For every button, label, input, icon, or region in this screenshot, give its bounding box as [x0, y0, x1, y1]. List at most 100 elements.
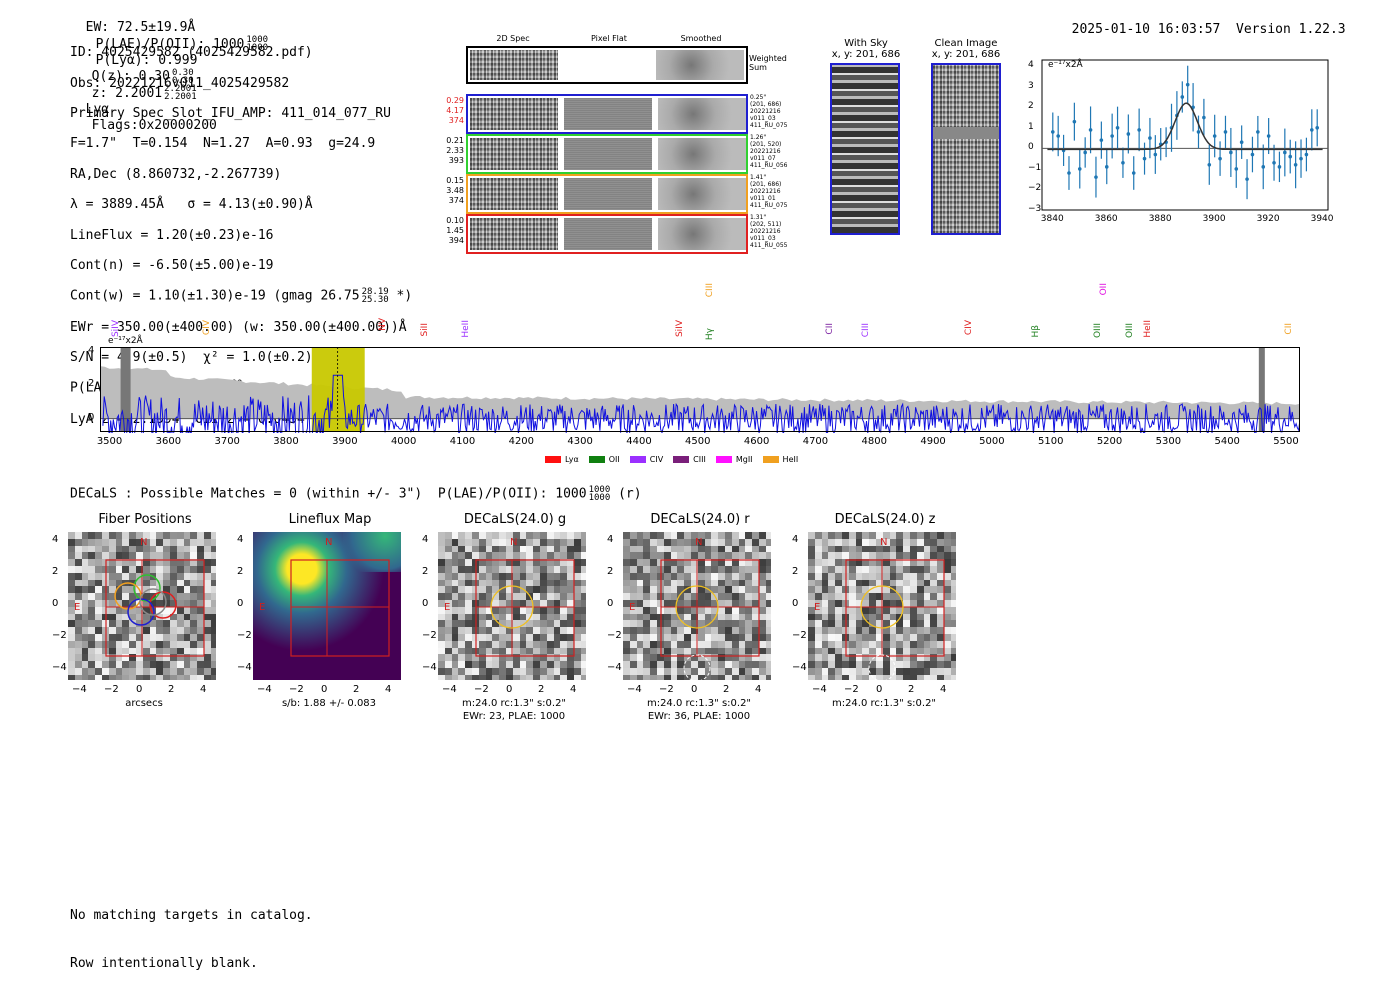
pixel	[930, 606, 938, 614]
zoom-data-point	[1077, 167, 1082, 171]
pixel	[122, 620, 130, 628]
pixel	[848, 606, 856, 614]
pixel	[862, 552, 870, 560]
pixel	[170, 545, 177, 553]
pixel	[102, 654, 109, 662]
pixel	[725, 661, 732, 669]
compass-n: N	[880, 537, 887, 548]
pixel	[438, 613, 445, 621]
pixel	[465, 593, 473, 601]
pixel	[725, 572, 732, 580]
pixel	[519, 559, 527, 567]
panel-ytick: −2	[792, 630, 807, 641]
pixel	[444, 586, 452, 594]
pixel	[533, 674, 541, 680]
pixel	[937, 640, 945, 648]
pixel	[896, 640, 904, 648]
full-xtick: 4600	[743, 436, 770, 447]
pixel	[697, 661, 705, 669]
pixel	[546, 586, 554, 594]
pixel	[438, 593, 445, 601]
pixel	[478, 538, 486, 546]
pixel	[882, 674, 890, 680]
pixel	[190, 613, 198, 621]
pixel	[190, 606, 198, 614]
pixel	[643, 579, 651, 587]
cutout-info-line: 20221216	[750, 148, 781, 155]
pixel	[95, 674, 103, 680]
pixel	[862, 661, 870, 669]
pixel	[718, 545, 726, 553]
pixel	[122, 559, 130, 567]
pixel	[636, 654, 644, 662]
pixel	[438, 559, 445, 567]
pixel	[876, 640, 883, 648]
pixel	[526, 545, 534, 553]
pixel	[821, 613, 829, 621]
pixel	[163, 559, 171, 567]
pixel	[163, 627, 171, 635]
pixel	[142, 586, 150, 594]
pixel	[95, 613, 103, 621]
pixel	[567, 545, 575, 553]
pixel	[923, 545, 931, 553]
pixel	[533, 566, 541, 573]
zoom-ytick: 1	[1028, 121, 1034, 132]
pixel	[842, 538, 849, 546]
pixel	[142, 545, 150, 553]
pixel	[650, 634, 658, 641]
pixel	[81, 545, 89, 553]
masked-region	[120, 347, 131, 432]
pixel	[828, 647, 836, 655]
pixel	[711, 654, 719, 662]
pixel	[149, 579, 157, 587]
pixel	[862, 647, 870, 655]
pixel	[711, 538, 719, 546]
pixel	[725, 593, 732, 601]
pixel	[499, 647, 507, 655]
pixel	[814, 674, 822, 680]
pixel	[677, 552, 685, 560]
pixel	[183, 593, 191, 601]
pixel	[663, 579, 671, 587]
pixel	[183, 586, 191, 594]
pixel	[478, 579, 486, 587]
pixel	[670, 613, 678, 621]
pixel	[691, 668, 698, 675]
pixel	[204, 606, 211, 614]
pixel	[492, 593, 500, 601]
pixel	[142, 613, 150, 621]
pixel	[697, 532, 705, 539]
pixel	[88, 579, 96, 587]
pixel	[88, 661, 96, 669]
pixel	[814, 586, 822, 594]
cutout-info-line: 0.25"	[750, 94, 767, 101]
pixel	[74, 640, 82, 648]
pixel	[944, 674, 951, 680]
pixel	[526, 559, 534, 567]
pixel	[580, 586, 586, 594]
pixel	[149, 545, 157, 553]
pixel	[499, 634, 507, 641]
pixel	[855, 613, 863, 621]
pixel	[944, 538, 951, 546]
pixel	[718, 674, 726, 680]
pixel	[643, 647, 651, 655]
pixel	[485, 606, 493, 614]
pixel	[210, 579, 216, 587]
pixel	[512, 661, 520, 669]
pixel	[828, 627, 836, 635]
pixel	[506, 586, 513, 594]
pixel	[636, 538, 644, 546]
pixel	[560, 586, 568, 594]
pixel	[808, 600, 815, 607]
pixel	[95, 600, 103, 607]
pixel	[204, 634, 211, 641]
legend-label: HeII	[782, 455, 799, 464]
pixel	[170, 634, 177, 641]
pixel	[930, 600, 938, 607]
pixel	[74, 559, 82, 567]
emission-line-label: OII	[1098, 283, 1109, 296]
pixel	[560, 674, 568, 680]
pixel	[718, 572, 726, 580]
